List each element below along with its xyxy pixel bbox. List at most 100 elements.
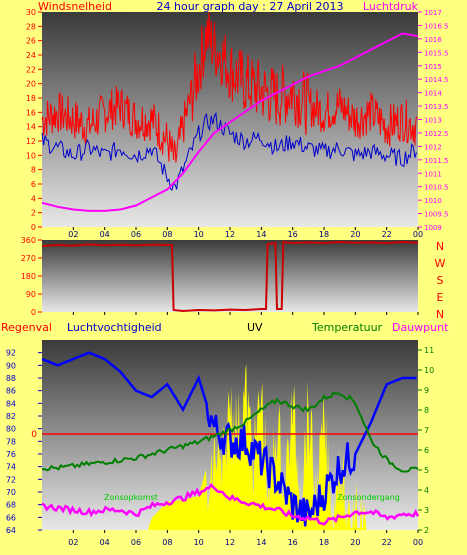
top-left-tick-label: 2 [31,209,36,218]
x-tick-label: 12 [225,230,235,239]
top-right-tick-label: 1012 [424,143,442,151]
top-right-tick-label: 1015 [424,63,442,71]
bottom-right-tick-label: 2 [424,526,429,535]
humidity-line [41,351,417,527]
top-left-tick-label: 4 [31,194,36,203]
top-right-tick-label: 1013 [424,117,442,125]
mid-tick-label: 0 [31,308,36,317]
top-right-tick-label: 1011.5 [424,157,449,165]
top-right-tick-label: 1011 [424,170,442,178]
mid-tick-label: 180 [21,272,36,281]
bottom-series [41,351,420,530]
bottom-left-tick-label: 72 [6,475,16,484]
x-tick-label: 18 [319,538,329,547]
label-uv: UV [247,321,263,334]
bottom-left-tick-label: 82 [6,412,16,421]
label-dewpoint: Dauwpunt [392,321,449,334]
top-left-tick-label: 22 [26,65,36,74]
bottom-right-ticks: 2 3 4 5 6 7 8 9 10 11 [418,346,434,535]
top-left-tick-label: 24 [26,51,36,60]
bottom-right-tick-label: 9 [424,386,429,395]
compass-letter: N [436,240,444,253]
x-tick-label: 18 [319,230,329,239]
top-right-tick-label: 1012.5 [424,130,449,138]
x-axis-ticks: 02 04 06 08 10 12 14 16 18 20 22 00 02 04 06 08 10 12 14 16… [68,227,423,547]
bottom-left-tick-label: 74 [6,463,16,472]
top-left-tick-label: 6 [31,180,36,189]
top-left-tick-label: 28 [26,22,36,31]
top-left-tick-label: 16 [26,108,36,117]
x-tick-label: 04 [100,230,110,239]
mid-tick-label: 360 [21,236,36,245]
x-tick-label: 16 [288,538,298,547]
compass-letter: S [437,274,444,287]
bottom-right-tick-label: 8 [424,406,429,415]
top-right-tick-label: 1014 [424,90,442,98]
top-right-tick-label: 1014.5 [424,76,449,84]
bottom-left-tick-label: 66 [6,513,16,522]
label-rain: Regenval [1,321,52,334]
top-left-tick-label: 26 [26,37,36,46]
bottom-left-tick-label: 68 [6,501,16,510]
rain-value: 0 [31,430,37,440]
top-right-tick-label: 1009.5 [424,211,449,219]
top-right-tick-label: 1010 [424,197,442,205]
x-tick-label: 20 [350,538,360,547]
mid-tick-label: 90 [26,290,36,299]
wind-gust-line [41,11,418,163]
x-tick-label: 08 [162,538,172,547]
bottom-left-tick-label: 78 [6,437,16,446]
bottom-right-tick-label: 7 [424,426,429,435]
top-left-tick-label: 10 [26,151,36,160]
bottom-left-ticks: 64 66 68 70 72 74 76 78 80 82 84 86 88 90 92 [6,349,42,535]
top-right-ticks: 1009 1009.5 1010 1010.5 1011 1011.5 1012 1012.5… [418,9,449,232]
bottom-right-tick-label: 5 [424,466,429,475]
top-series [41,11,419,212]
bottom-left-tick-label: 76 [6,450,16,459]
top-left-tick-label: 20 [26,80,36,89]
annotation-sunset: Zonsondergang [337,493,400,502]
compass-letter: W [435,257,446,270]
bottom-left-tick-label: 64 [6,526,16,535]
top-right-label: Luchtdruk [363,0,419,13]
mid-tick-label: 270 [21,254,36,263]
x-tick-label: 04 [100,538,110,547]
top-left-tick-label: 0 [31,223,36,232]
top-left-tick-label: 18 [26,94,36,103]
bottom-left-tick-label: 88 [6,374,16,383]
x-tick-label: 06 [131,230,141,239]
x-tick-label: 00 [413,538,423,547]
bottom-left-tick-label: 84 [6,399,16,408]
mid-series [41,240,419,313]
x-tick-label: 10 [194,538,204,547]
bottom-right-tick-label: 6 [424,446,429,455]
top-right-tick-label: 1015.5 [424,49,449,57]
x-tick-label: 08 [162,230,172,239]
x-tick-label: 10 [194,230,204,239]
x-tick-label: 20 [350,230,360,239]
top-title: 24 hour graph day : 27 April 2013 [157,0,344,13]
wind-average-line [41,111,417,191]
x-tick-label: 00 [413,230,423,239]
top-right-tick-label: 1016 [424,36,442,44]
bottom-left-tick-label: 90 [6,361,16,370]
bottom-left-tick-label: 92 [6,349,16,358]
annotation-sunrise: Zonsopkomst [104,493,158,502]
top-left-tick-label: 14 [26,123,36,132]
temperature-line [41,391,419,473]
bottom-right-tick-label: 11 [424,346,434,355]
bottom-left-tick-label: 86 [6,387,16,396]
bottom-left-tick-label: 80 [6,425,16,434]
x-tick-label: 14 [256,230,266,239]
dewpoint-line [41,482,420,526]
bottom-left-tick-label: 70 [6,488,16,497]
bottom-right-tick-label: 10 [424,366,434,375]
top-left-label: Windsnelheid [38,0,112,13]
top-left-tick-label: 30 [26,8,36,17]
label-temperature: Temperatuur [311,321,383,334]
x-tick-label: 22 [382,230,392,239]
top-right-tick-label: 1017 [424,9,442,17]
pressure-line [41,32,419,212]
